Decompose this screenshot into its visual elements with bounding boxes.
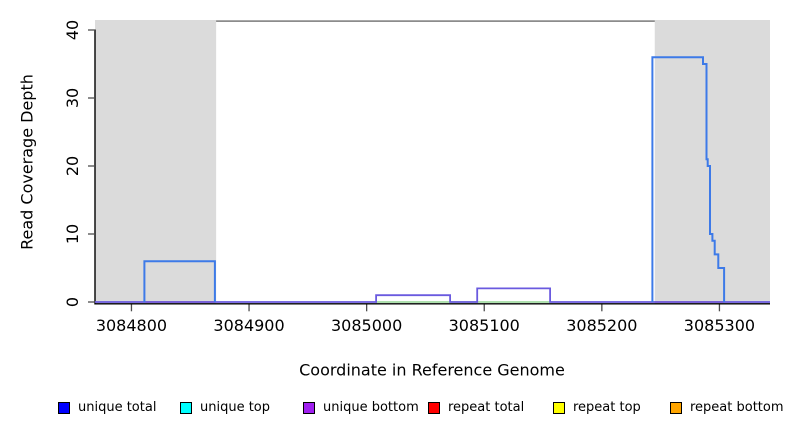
legend-item-repeat-top: repeat top (553, 400, 641, 415)
y-tick-label: 10 (63, 224, 82, 244)
legend-label: repeat bottom (690, 400, 784, 415)
series-unique-total (143, 260, 216, 302)
legend-label: unique top (200, 400, 271, 415)
y-axis-title: Read Coverage Depth (17, 74, 37, 250)
legend-swatch-icon (58, 401, 70, 414)
x-tick-label: 3085200 (566, 316, 637, 335)
legend: unique total unique top unique bottom repea… (0, 400, 792, 418)
legend-item-unique-bottom: unique bottom (303, 400, 419, 415)
x-axis-title: Coordinate in Reference Genome (299, 360, 565, 380)
legend-item-repeat-total: repeat total (428, 400, 524, 415)
x-tick-label: 3085300 (684, 316, 755, 335)
legend-label: repeat total (448, 400, 525, 415)
x-tick-label: 3085100 (449, 316, 520, 335)
series-unique-bottom (95, 287, 770, 303)
series-unique-total (651, 56, 726, 302)
legend-item-unique-top: unique top (180, 400, 270, 415)
legend-label: unique total (78, 400, 157, 415)
legend-label: repeat top (573, 400, 641, 415)
legend-swatch-icon (180, 401, 192, 414)
legend-item-repeat-bottom: repeat bottom (670, 400, 784, 415)
legend-swatch-icon (670, 401, 682, 414)
y-tick-label: 30 (63, 88, 82, 108)
right-gray-region (654, 20, 770, 304)
y-tick-label: 0 (63, 297, 82, 307)
legend-swatch-icon (553, 401, 565, 414)
legend-label: unique bottom (323, 400, 419, 415)
legend-swatch-icon (303, 401, 315, 414)
x-tick-label: 3084900 (213, 316, 284, 335)
left-gray-region (95, 20, 217, 304)
x-tick-label: 3084800 (96, 316, 167, 335)
y-tick-label: 20 (63, 156, 82, 176)
legend-item-unique-total: unique total (58, 400, 156, 415)
y-tick-label: 40 (63, 20, 82, 40)
legend-swatch-icon (428, 401, 440, 414)
x-tick-label: 3085000 (331, 316, 402, 335)
